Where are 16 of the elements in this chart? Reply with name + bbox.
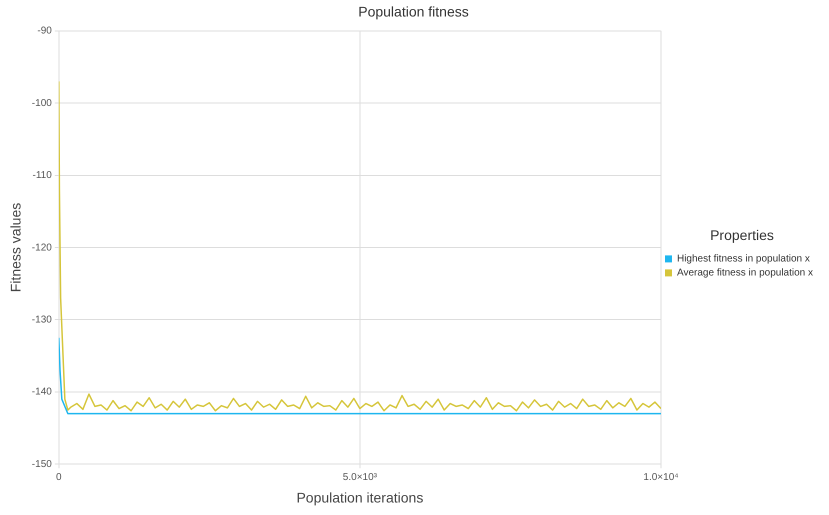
x-axis-title: Population iterations bbox=[296, 489, 424, 506]
y-tick-label: -140 bbox=[32, 386, 52, 398]
legend-title: Properties bbox=[710, 226, 774, 243]
x-tick-label: 1.0×10⁴ bbox=[643, 472, 679, 483]
legend-label: Highest fitness in population x bbox=[676, 254, 810, 265]
y-tick-label: -90 bbox=[37, 26, 52, 37]
y-tick-label: -130 bbox=[32, 314, 52, 326]
x-tick-label: 0 bbox=[56, 472, 62, 483]
y-axis-title: Fitness values bbox=[7, 202, 24, 292]
y-tick-label: -110 bbox=[32, 170, 52, 182]
legend-label: Average fitness in population x bbox=[676, 268, 813, 279]
y-tick-label: -100 bbox=[32, 98, 52, 109]
x-tick-label: 5.0×10³ bbox=[342, 472, 378, 483]
y-tick-label: -150 bbox=[32, 458, 52, 470]
chart-title: Population fitness bbox=[358, 3, 469, 20]
y-tick-label: -120 bbox=[32, 242, 52, 254]
